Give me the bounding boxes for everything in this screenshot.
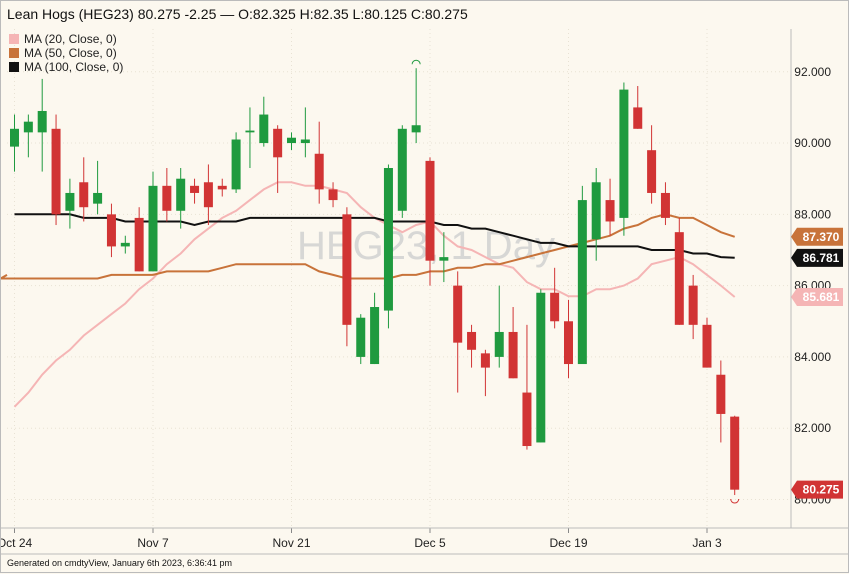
candle-body [65,192,75,211]
candle-body [411,125,421,133]
candle-body [577,200,587,365]
candle-body [522,392,532,447]
axes: 92.00090.00088.00086.00084.00082.00080.0… [1,29,849,555]
candle-body [231,139,241,190]
candle-body [79,182,89,208]
last-price-label-bg [791,480,843,499]
candle-body [605,200,615,222]
legend-item-ma50[interactable]: MA (50, Close, 0) [9,46,123,60]
ma100-swatch [9,62,19,72]
candle-body [342,214,352,325]
ma100-price-label: 86.781 [803,251,840,265]
legend: MA (20, Close, 0) MA (50, Close, 0) MA (… [9,32,123,74]
candle-body [217,185,227,190]
low-marker [730,498,740,504]
candle-body [287,137,296,144]
candle-body [508,331,518,379]
ma20-price-label-bg [791,288,843,307]
candle-body [550,292,560,322]
candle-body [120,242,130,247]
candle-body [93,192,103,204]
candle-body [300,139,310,144]
candle-body [660,192,670,218]
candle-body [425,160,435,261]
x-tick-label: Jan 3 [692,536,722,550]
candle-body [10,128,19,147]
candle-body [716,374,726,414]
candle-body [148,185,158,272]
candle-body [51,128,61,215]
candle-body [494,331,504,357]
y-tick-label: 88.000 [794,207,831,221]
legend-item-ma20[interactable]: MA (20, Close, 0) [9,32,123,46]
candle-body [564,321,573,365]
candle-body [439,257,449,261]
candle-body [176,178,186,211]
candle-body [370,307,380,365]
x-tick-label: Dec 5 [414,536,446,550]
candle-body [314,153,324,190]
ma50-price-label: 87.370 [803,230,840,244]
candle-body [453,285,463,343]
ma-line-2 [14,213,735,259]
y-tick-label: 92.000 [794,65,831,79]
candle-body [467,331,477,350]
candle-body [23,121,33,133]
candlesticks [10,59,740,504]
candle-body [383,168,393,311]
candle-body [245,130,255,133]
candle-body [162,185,172,211]
candle-body [134,217,144,272]
candle-body [397,128,407,211]
candle-body [190,185,200,193]
legend-item-ma100[interactable]: MA (100, Close, 0) [9,60,123,74]
candle-body [106,214,116,247]
x-tick-label: Dec 19 [549,536,587,550]
ma20-swatch [9,34,19,44]
x-tick-label: Nov 7 [137,536,169,550]
chart-title: Lean Hogs (HEG23) 80.275 -2.25 — O:82.32… [7,6,468,22]
ma100-price-label-bg [791,248,843,267]
candle-body [674,232,684,325]
candle-body [480,353,490,368]
candle-body [619,89,629,218]
high-marker [411,59,421,65]
candle-body [259,114,269,144]
candle-body [273,128,283,158]
candle-body [647,150,657,193]
legend-label: MA (20, Close, 0) [24,32,117,46]
ma50-swatch [9,48,19,58]
candle-body [591,182,601,240]
candle-body [356,317,366,357]
candle-body [536,292,546,443]
x-tick-label: Oct 24 [1,536,32,550]
footer-note: Generated on cmdtyView, January 6th 2023… [7,558,232,568]
ma20-price-label: 85.681 [803,290,840,304]
candle-body [702,324,712,368]
ma50-price-label-bg [791,227,843,246]
last-price-label: 80.275 [803,483,840,497]
candle-body [37,110,47,133]
y-tick-label: 82.000 [794,421,831,435]
y-tick-label: 84.000 [794,350,831,364]
legend-label: MA (100, Close, 0) [24,60,124,74]
legend-label: MA (50, Close, 0) [24,46,117,60]
price-labels: 87.370 86.781 85.681 80.275 [791,227,843,499]
candle-body [688,285,698,325]
x-tick-label: Nov 21 [272,536,310,550]
candle-body [633,107,643,129]
grid [7,29,791,528]
y-tick-label: 90.000 [794,136,831,150]
candle-body [730,416,740,490]
candle-body [328,189,338,201]
candle-body [203,182,213,208]
